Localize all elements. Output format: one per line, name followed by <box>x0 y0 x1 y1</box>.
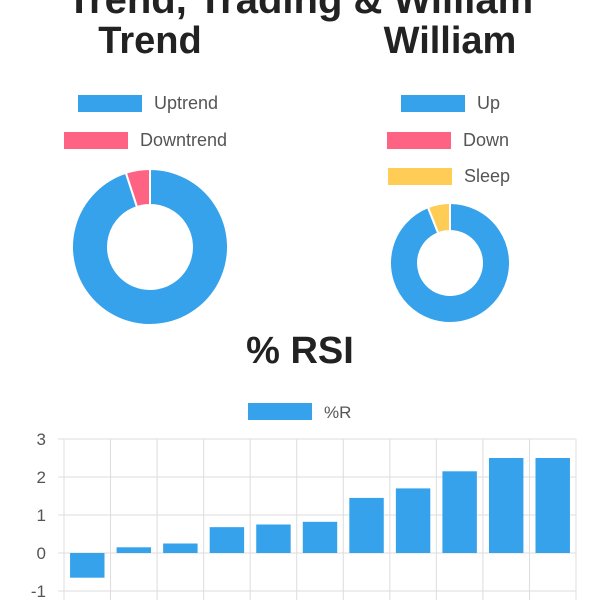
rsi-bar[interactable] <box>535 458 570 553</box>
trend-legend-uptrend[interactable]: Uptrend <box>78 93 218 113</box>
legend-label: Up <box>477 92 501 113</box>
william-legend-up[interactable]: Up <box>401 93 500 113</box>
donut-slice-sleep[interactable] <box>426 201 451 235</box>
rsi-bar[interactable] <box>395 488 431 553</box>
legend-label: Uptrend <box>154 92 219 113</box>
donut-slice-uptrend[interactable] <box>71 167 229 326</box>
william-title: William <box>383 20 517 62</box>
legend-label: Down <box>463 129 510 150</box>
sleep-swatch <box>388 167 452 185</box>
y-tick-label: -1 <box>31 582 46 600</box>
uptrend-swatch <box>78 94 142 112</box>
downtrend-swatch <box>64 131 128 149</box>
y-tick-label: 0 <box>37 544 46 563</box>
y-tick-label: 3 <box>37 430 46 449</box>
legend-label: Downtrend <box>140 129 228 150</box>
rsi-bar[interactable] <box>209 527 245 553</box>
trend-title: Trend <box>98 20 202 62</box>
william-donut-chart[interactable] <box>387 200 513 326</box>
page-heading: Trend, Trading & William <box>66 0 534 22</box>
rsi-bar[interactable] <box>116 547 152 553</box>
down-swatch <box>387 131 451 149</box>
rsi-bar[interactable] <box>302 521 338 553</box>
rsi-bar[interactable] <box>70 553 105 578</box>
trend-donut-chart[interactable] <box>65 162 235 332</box>
rsi-bar-chart[interactable]: %R 3 2 1 0 -1 <box>0 395 600 600</box>
up-swatch <box>401 94 465 112</box>
rsi-bar[interactable] <box>349 497 384 553</box>
william-legend-down[interactable]: Down <box>387 130 509 150</box>
rsi-bar[interactable] <box>488 458 524 553</box>
rsi-legend-swatch[interactable] <box>248 403 312 420</box>
trend-legend-downtrend[interactable]: Downtrend <box>64 130 227 150</box>
rsi-bar[interactable] <box>163 543 198 554</box>
rsi-legend-label: %R <box>324 403 351 422</box>
rsi-bar[interactable] <box>256 524 291 554</box>
donut-slice-up[interactable] <box>389 201 511 324</box>
rsi-bar[interactable] <box>442 471 477 553</box>
y-tick-label: 1 <box>37 506 46 525</box>
legend-label: Sleep <box>464 165 511 186</box>
rsi-title: % RSI <box>246 330 354 372</box>
y-tick-label: 2 <box>37 468 46 487</box>
william-legend-sleep[interactable]: Sleep <box>388 166 510 186</box>
donut-slice-downtrend[interactable] <box>124 167 151 209</box>
